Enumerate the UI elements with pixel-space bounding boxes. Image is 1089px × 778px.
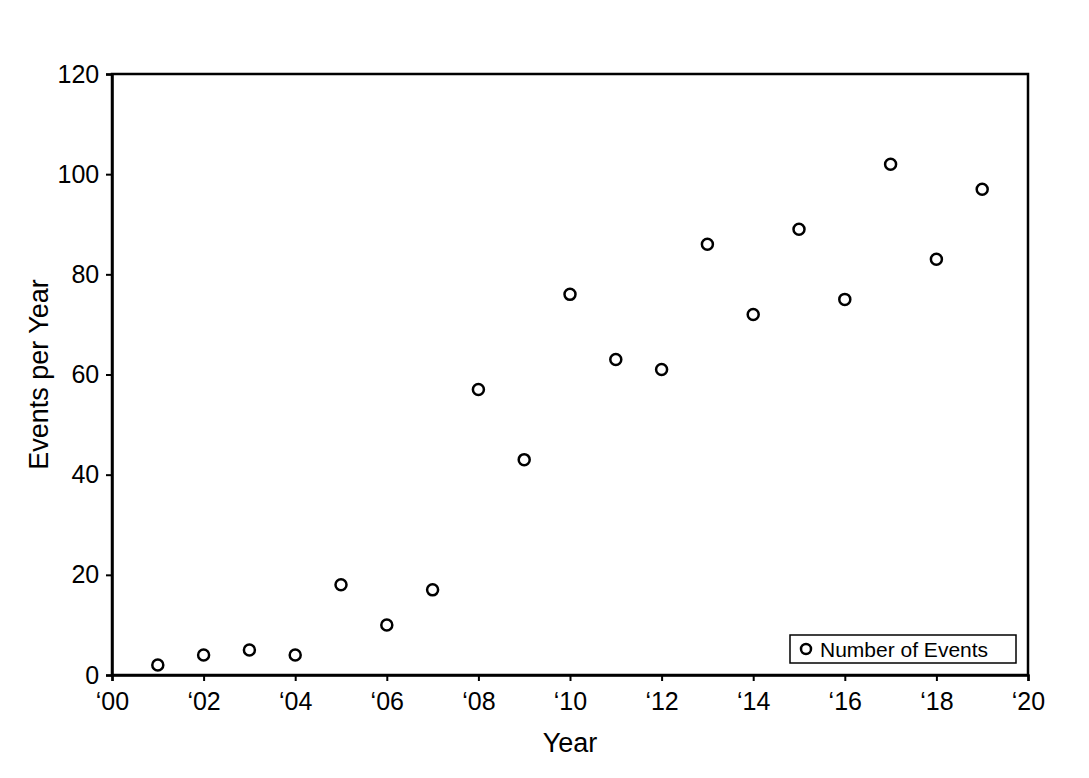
x-tick: ‘04 (279, 675, 312, 715)
y-axis-line (106, 75, 113, 676)
x-tick: ‘08 (462, 675, 495, 715)
y-tick: 100 (58, 160, 112, 188)
x-tick: ‘10 (554, 675, 587, 715)
legend-marker (801, 644, 811, 654)
point (381, 619, 392, 630)
legend-entry: Number of Events (801, 638, 988, 661)
y-tick-label: 120 (58, 60, 100, 88)
plot-frame (112, 74, 1028, 675)
x-axis-title: Year (543, 728, 598, 758)
point (977, 184, 988, 195)
x-axis-line (113, 676, 1029, 682)
y-tick-label: 60 (71, 360, 99, 388)
x-tick-mark (753, 675, 755, 681)
point (152, 659, 163, 670)
x-tick-mark (570, 675, 572, 681)
x-tick: ‘12 (645, 675, 678, 715)
x-tick-mark (844, 675, 846, 681)
x-tick-mark (386, 675, 388, 681)
y-tick: 60 (71, 360, 112, 388)
y-tick-mark (106, 574, 112, 576)
x-tick: ‘02 (187, 675, 220, 715)
x-axis: ‘00 ‘02 ‘04 ‘06 ‘08 ‘10 ‘12 ‘14 ‘16 ‘18 ‘20 (96, 675, 1045, 715)
point (885, 159, 896, 170)
x-tick: ‘20 (1012, 675, 1045, 715)
x-tick-mark (1028, 675, 1030, 681)
x-tick: ‘18 (920, 675, 953, 715)
point (427, 584, 438, 595)
chart: ‘00 ‘02 ‘04 ‘06 ‘08 ‘10 ‘12 ‘14 ‘16 ‘18 ‘20 0 20 40 60… (0, 0, 1089, 778)
y-tick-label: 0 (85, 661, 99, 689)
y-tick-mark (106, 374, 112, 376)
x-tick-label: ‘12 (645, 687, 678, 715)
x-tick-label: ‘00 (96, 687, 129, 715)
point (610, 354, 621, 365)
point (656, 364, 667, 375)
x-tick-label: ‘16 (829, 687, 862, 715)
y-tick-mark (106, 474, 112, 476)
point (931, 254, 942, 265)
x-tick: ‘00 (96, 675, 129, 715)
x-tick-label: ‘14 (737, 687, 770, 715)
plot: ‘00 ‘02 ‘04 ‘06 ‘08 ‘10 ‘12 ‘14 ‘16 ‘18 ‘20 0 20 40 60… (58, 60, 1046, 716)
point (748, 309, 759, 320)
x-tick-mark (478, 675, 480, 681)
y-tick-mark (106, 274, 112, 276)
y-tick: 80 (71, 260, 112, 288)
points (152, 159, 987, 671)
x-tick-label: ‘10 (554, 687, 587, 715)
y-tick: 0 (85, 661, 112, 689)
y-tick-label: 80 (71, 260, 99, 288)
x-tick-mark (295, 675, 297, 681)
point (244, 644, 255, 655)
x-tick: ‘06 (371, 675, 404, 715)
x-tick-label: ‘18 (920, 687, 953, 715)
y-tick: 20 (71, 560, 112, 588)
x-tick-mark (936, 675, 938, 681)
y-tick-label: 20 (71, 560, 99, 588)
legend-label: Number of Events (820, 638, 988, 661)
x-tick-mark (661, 675, 663, 681)
y-tick: 120 (58, 60, 112, 88)
x-tick-mark (203, 675, 205, 681)
point (290, 649, 301, 660)
point (702, 239, 713, 250)
point (198, 649, 209, 660)
point (336, 579, 347, 590)
y-tick-label: 40 (71, 460, 99, 488)
x-tick: ‘16 (829, 675, 862, 715)
point (519, 454, 530, 465)
point (473, 384, 484, 395)
point (839, 294, 850, 305)
x-tick-label: ‘20 (1012, 687, 1045, 715)
x-tick-label: ‘02 (187, 687, 220, 715)
point (565, 289, 576, 300)
x-tick-label: ‘08 (462, 687, 495, 715)
y-tick-mark (106, 74, 112, 76)
x-tick: ‘14 (737, 675, 770, 715)
y-tick-mark (106, 174, 112, 176)
legend-box (790, 635, 1016, 663)
y-tick: 40 (71, 460, 112, 488)
y-tick-label: 100 (58, 160, 100, 188)
y-axis: 0 20 40 60 80 100 120 (58, 60, 113, 689)
x-tick-label: ‘06 (371, 687, 404, 715)
point (794, 224, 805, 235)
legend: Number of Events (790, 635, 1016, 663)
y-axis-title: Events per Year (24, 279, 54, 470)
y-tick-mark (106, 675, 112, 677)
x-tick-label: ‘04 (279, 687, 312, 715)
